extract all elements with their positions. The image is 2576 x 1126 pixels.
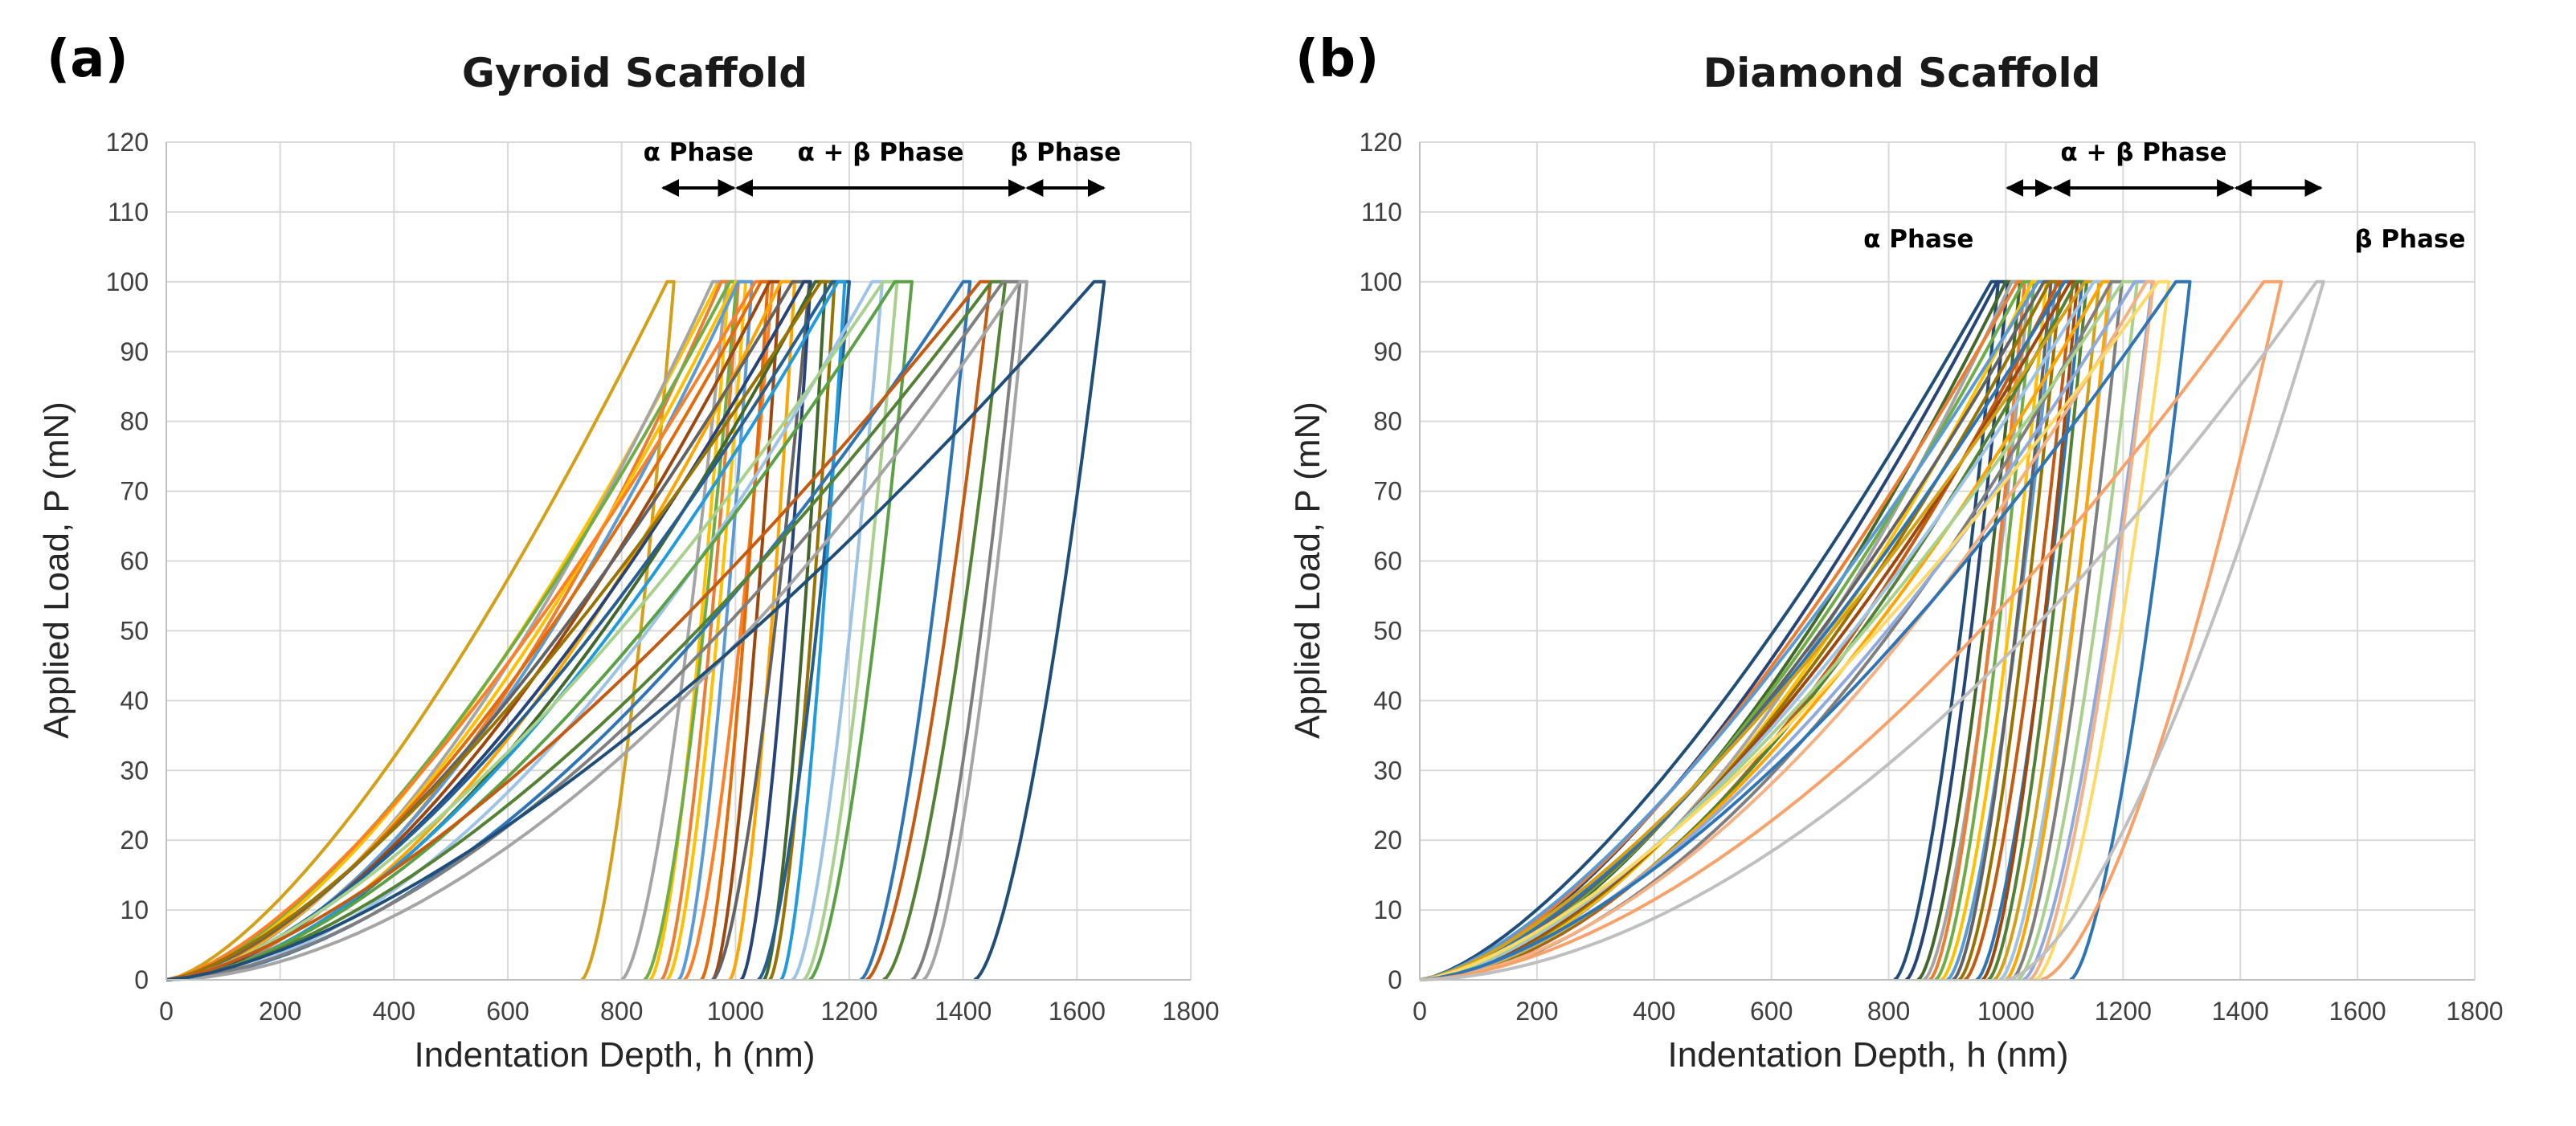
load-displacement-curve <box>166 279 1022 981</box>
x-tick-label: 1600 <box>2329 997 2386 1026</box>
chart-title: Gyroid Scaffold <box>462 50 808 96</box>
y-tick-label: 80 <box>120 407 149 436</box>
phase-label: α Phase <box>644 138 754 167</box>
y-tick-label: 100 <box>1360 267 1402 296</box>
load-displacement-curve <box>166 279 754 981</box>
y-tick-label: 60 <box>120 547 149 576</box>
load-displacement-curve <box>166 279 836 981</box>
y-tick-label: 90 <box>1373 337 1402 366</box>
x-tick-label: 1800 <box>2446 997 2503 1026</box>
load-displacement-curve <box>166 279 847 981</box>
x-tick-label: 600 <box>486 997 529 1026</box>
load-displacement-curve <box>166 279 1028 981</box>
x-tick-label: 1200 <box>820 997 877 1026</box>
load-curves <box>166 279 1106 981</box>
panel-b: (b) Diamond Scaffold 0 200 400 600 800 1000 12… <box>1288 30 2504 1075</box>
x-tick-label: 600 <box>1750 997 1793 1026</box>
y-tick-label: 10 <box>1373 895 1402 924</box>
y-tick-label: 40 <box>120 686 149 715</box>
y-tick-label: 20 <box>120 826 149 855</box>
load-displacement-curve <box>1419 279 2124 981</box>
load-displacement-curve <box>166 279 1106 981</box>
y-tick-label: 120 <box>106 128 149 157</box>
x-tick-label: 200 <box>259 997 301 1026</box>
y-axis-title: Applied Load, P (mN) <box>37 402 76 739</box>
x-tick-label: 200 <box>1515 997 1558 1026</box>
y-tick-label: 100 <box>106 267 149 296</box>
load-displacement-curve <box>166 279 914 981</box>
phase-label: α + β Phase <box>2060 138 2226 167</box>
load-curves <box>1419 279 2325 981</box>
x-tick-label: 1400 <box>2212 997 2269 1026</box>
y-tick-label: 60 <box>1373 547 1402 576</box>
x-tick-label: 800 <box>1867 997 1910 1026</box>
x-tick-label: 400 <box>373 997 415 1026</box>
panel-a: (a) Gyroid Scaffold 0 200 400 600 800 1000 120… <box>37 30 1220 1075</box>
y-tick-label: 70 <box>120 477 149 506</box>
y-axis-title: Applied Load, P (mN) <box>1288 402 1327 739</box>
load-displacement-curve <box>166 279 676 981</box>
x-tick-label: 0 <box>159 997 174 1026</box>
phase-label: α + β Phase <box>797 138 963 167</box>
x-axis-title: Indentation Depth, h (nm) <box>1668 1035 2069 1075</box>
x-tick-label: 1200 <box>2095 997 2152 1026</box>
y-tick-label: 70 <box>1373 477 1402 506</box>
phase-annotations: α Phase α + β Phase β Phase <box>1863 138 2465 254</box>
load-displacement-curve <box>166 279 992 981</box>
gridlines <box>1419 141 2476 981</box>
y-tick-label: 80 <box>1373 407 1402 436</box>
y-tick-label: 120 <box>1360 128 1402 157</box>
y-tick-label: 0 <box>134 965 149 994</box>
load-displacement-curve <box>1419 279 2192 981</box>
load-displacement-curve <box>1419 279 2156 981</box>
y-tick-label: 90 <box>120 337 149 366</box>
y-tick-label: 10 <box>120 895 149 924</box>
x-tick-label: 800 <box>600 997 643 1026</box>
x-axis-title: Indentation Depth, h (nm) <box>415 1035 816 1075</box>
load-displacement-curve <box>166 279 782 981</box>
x-tick-label: 1800 <box>1162 997 1219 1026</box>
y-tick-label: 110 <box>108 198 149 226</box>
x-tick-label: 400 <box>1633 997 1675 1026</box>
y-tick-label: 50 <box>120 616 149 645</box>
load-displacement-curve <box>1419 279 2325 981</box>
axes: 0 200 400 600 800 1000 1200 1400 1600 1800 0 10 20 30… <box>106 128 1220 1026</box>
y-tick-label: 0 <box>1388 965 1402 994</box>
y-tick-label: 20 <box>1373 826 1402 855</box>
phase-label: α Phase <box>1863 225 1973 254</box>
y-tick-label: 30 <box>120 756 149 785</box>
y-tick-label: 110 <box>1361 198 1402 226</box>
phase-label: β Phase <box>1010 138 1121 167</box>
panel-label: (a) <box>47 30 129 89</box>
x-tick-label: 1000 <box>1977 997 2034 1026</box>
y-tick-label: 50 <box>1373 616 1402 645</box>
load-displacement-curve <box>1419 279 2154 981</box>
load-displacement-curve <box>1419 279 2284 981</box>
phase-annotations: α Phase α + β Phase β Phase <box>644 138 1121 197</box>
y-tick-label: 30 <box>1373 756 1402 785</box>
phase-label: β Phase <box>2354 225 2465 254</box>
load-displacement-curve <box>166 279 1008 981</box>
x-tick-label: 0 <box>1413 997 1427 1026</box>
chart-title: Diamond Scaffold <box>1703 50 2101 96</box>
panel-label: (b) <box>1295 30 1379 89</box>
x-tick-label: 1000 <box>707 997 764 1026</box>
x-tick-label: 1400 <box>934 997 992 1026</box>
load-displacement-curve <box>166 279 899 981</box>
x-tick-label: 1600 <box>1049 997 1106 1026</box>
load-displacement-curve <box>1419 279 2000 981</box>
axes: 0 200 400 600 800 1000 1200 1400 1600 1800 0 10 20 30… <box>1360 128 2504 1026</box>
y-tick-label: 40 <box>1373 686 1402 715</box>
load-displacement-curve <box>1419 279 2171 981</box>
